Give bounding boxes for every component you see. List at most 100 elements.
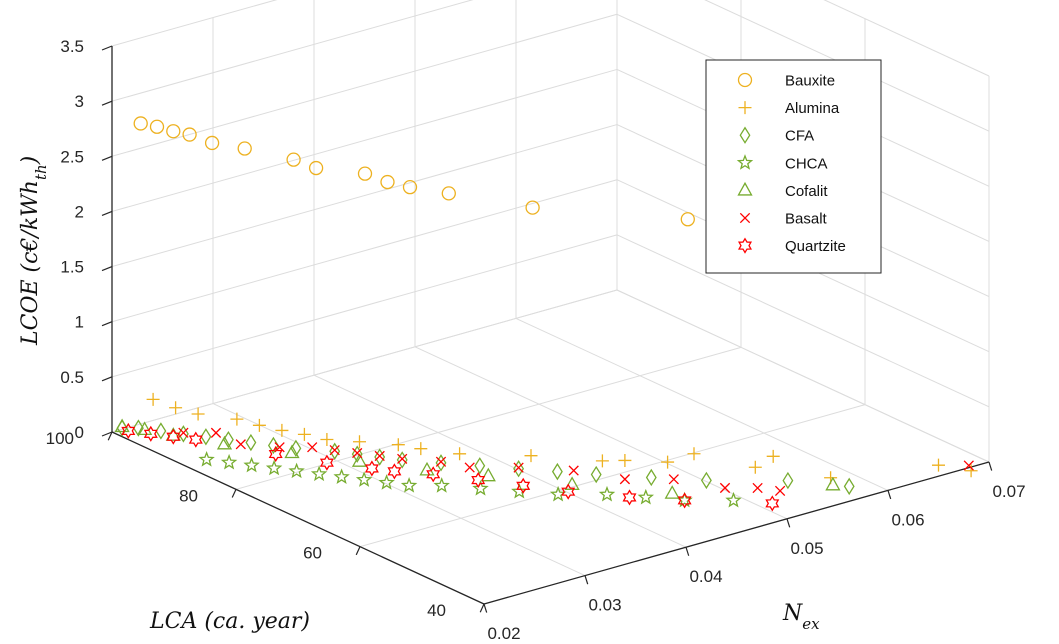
- data-point: [275, 423, 289, 437]
- z-tick-label: 0: [75, 423, 84, 442]
- data-point: [132, 419, 144, 437]
- x-tick-label: 60: [303, 544, 322, 563]
- data-point: [843, 477, 855, 496]
- data-point: [677, 492, 692, 509]
- grid-line: [616, 234, 990, 408]
- data-point: [963, 460, 974, 471]
- y-tick-label: 0.02: [487, 624, 520, 643]
- legend-item-cofalit: Cofalit: [737, 181, 828, 200]
- axis-labels: LCA (ca. year) Nex LCOE (c€/kWhth): [18, 156, 820, 634]
- data-point: [471, 471, 486, 489]
- z-tick-label: 1: [75, 313, 84, 332]
- data-point: [351, 445, 363, 463]
- legend-marker: [736, 154, 754, 170]
- data-point: [391, 438, 405, 452]
- data-point: [474, 457, 486, 475]
- data-point: [564, 476, 580, 491]
- data-point: [268, 445, 283, 463]
- data-point: [687, 447, 701, 461]
- data-point: [286, 152, 301, 167]
- grid-line: [823, 0, 990, 77]
- data-point: [782, 471, 794, 490]
- data-point: [766, 449, 780, 463]
- data-point: [353, 435, 366, 449]
- legend-label: Alumina: [785, 100, 840, 117]
- data-point: [378, 474, 395, 490]
- legend: Bauxite Alumina CFA CHCA Cofalit Basalt Quartz…: [705, 59, 882, 274]
- data-point: [441, 186, 456, 201]
- data-point: [637, 488, 655, 505]
- z-tick: [101, 321, 113, 327]
- data-point: [374, 450, 385, 462]
- data-point: [619, 474, 631, 485]
- data-point: [288, 462, 305, 479]
- data-point: [598, 485, 616, 502]
- data-point: [143, 425, 158, 442]
- grid-line: [313, 374, 687, 548]
- y-axis-label: Nex: [782, 601, 820, 633]
- data-point: [333, 468, 350, 484]
- series-quartzite: [121, 422, 780, 512]
- z-tick: [101, 155, 113, 161]
- data-point: [222, 430, 234, 449]
- data-point: [524, 449, 538, 463]
- legend-marker: [738, 101, 752, 115]
- legend-item-quartzite: Quartzite: [738, 237, 846, 255]
- grid-line: [111, 68, 618, 212]
- grid-line: [111, 13, 618, 157]
- data-point: [188, 431, 203, 448]
- data-point: [146, 392, 160, 406]
- y-tick: [887, 490, 892, 500]
- series-chca: [198, 450, 742, 508]
- grid-line: [111, 124, 618, 268]
- z-tick: [101, 376, 113, 382]
- y-tick: [584, 575, 589, 585]
- data-point: [464, 462, 475, 473]
- grid-line: [515, 317, 889, 491]
- data-point: [680, 212, 695, 227]
- data-point: [237, 141, 252, 156]
- data-point: [329, 442, 341, 460]
- data-point: [568, 465, 579, 476]
- data-point: [355, 471, 373, 487]
- y-tick-label: 0.05: [790, 539, 823, 558]
- data-point: [230, 412, 244, 426]
- legend-marker: [737, 181, 753, 196]
- grid-line: [212, 403, 586, 577]
- data-point: [243, 456, 260, 473]
- data-point: [191, 407, 205, 421]
- data-point: [419, 461, 435, 476]
- legend-item-chca: CHCA: [736, 154, 828, 172]
- x-tick: [479, 603, 485, 613]
- data-point: [397, 453, 408, 464]
- grid-line: [414, 346, 788, 520]
- x-tick-label: 80: [179, 486, 198, 505]
- legend-item-basalt: Basalt: [739, 211, 828, 228]
- z-axis-label: LCOE (c€/kWhth): [18, 156, 50, 346]
- tick-layer: 40 60 80 100 0.02 0.03 0.04 0.05 0.06 0.07 0 0.5 1 1.…: [46, 37, 1026, 643]
- data-point: [204, 135, 220, 151]
- y-tick-label: 0.03: [588, 596, 621, 615]
- data-point: [595, 454, 609, 468]
- x-tick-label: 40: [427, 601, 446, 620]
- data-point: [374, 448, 386, 466]
- data-point: [725, 491, 742, 508]
- grid-line: [111, 0, 474, 102]
- data-point: [329, 445, 340, 456]
- data-point: [235, 439, 246, 450]
- data-point: [525, 200, 540, 215]
- y-tick: [483, 603, 488, 613]
- data-point: [513, 462, 524, 473]
- grid-line: [111, 179, 618, 323]
- legend-label: CHCA: [785, 155, 828, 172]
- data-point: [402, 179, 418, 195]
- data-point: [121, 422, 136, 440]
- y-tick: [786, 518, 791, 528]
- legend-label: CFA: [785, 128, 814, 145]
- data-point: [453, 447, 467, 461]
- z-tick-label: 2.5: [60, 147, 84, 166]
- data-point: [618, 453, 632, 467]
- data-point: [590, 465, 602, 484]
- legend-marker: [739, 212, 751, 224]
